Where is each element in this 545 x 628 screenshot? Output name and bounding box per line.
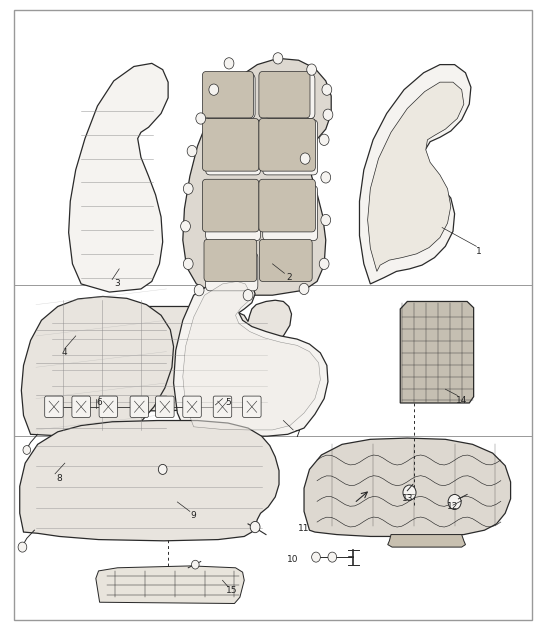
FancyBboxPatch shape [202, 179, 259, 232]
Polygon shape [173, 276, 328, 436]
Circle shape [319, 134, 329, 146]
Text: 13: 13 [402, 494, 413, 504]
Text: 12: 12 [447, 502, 459, 511]
FancyBboxPatch shape [205, 252, 258, 291]
Circle shape [209, 84, 219, 95]
Polygon shape [360, 65, 471, 284]
FancyBboxPatch shape [205, 185, 261, 241]
Circle shape [323, 109, 333, 121]
Circle shape [23, 446, 31, 455]
FancyBboxPatch shape [204, 239, 257, 281]
Circle shape [448, 494, 461, 509]
FancyBboxPatch shape [259, 179, 316, 232]
FancyBboxPatch shape [72, 396, 90, 418]
Polygon shape [368, 82, 464, 271]
Circle shape [403, 485, 416, 500]
Circle shape [321, 172, 331, 183]
FancyBboxPatch shape [263, 120, 318, 175]
Circle shape [299, 283, 309, 295]
Polygon shape [21, 296, 173, 437]
Circle shape [187, 146, 197, 157]
Text: 9: 9 [191, 511, 197, 520]
Polygon shape [304, 438, 511, 536]
FancyBboxPatch shape [243, 396, 261, 418]
Polygon shape [96, 566, 244, 604]
FancyBboxPatch shape [202, 72, 253, 118]
Text: 3: 3 [114, 279, 120, 288]
FancyBboxPatch shape [265, 74, 315, 119]
FancyBboxPatch shape [259, 119, 316, 171]
FancyBboxPatch shape [205, 74, 255, 119]
FancyBboxPatch shape [213, 396, 232, 418]
Polygon shape [400, 301, 474, 403]
Text: 1: 1 [476, 247, 482, 256]
Polygon shape [32, 300, 292, 411]
Polygon shape [69, 63, 168, 292]
FancyBboxPatch shape [202, 119, 259, 171]
Circle shape [196, 113, 205, 124]
Circle shape [250, 521, 260, 533]
Polygon shape [183, 58, 331, 295]
Text: 8: 8 [57, 474, 62, 483]
Text: 6: 6 [97, 399, 102, 408]
Circle shape [312, 552, 320, 562]
Circle shape [273, 53, 283, 64]
FancyBboxPatch shape [45, 396, 63, 418]
Circle shape [321, 214, 331, 225]
Text: 10: 10 [287, 555, 299, 564]
Circle shape [159, 464, 167, 474]
Circle shape [322, 84, 332, 95]
Circle shape [191, 560, 199, 569]
Circle shape [180, 220, 190, 232]
Circle shape [243, 290, 253, 301]
Text: 2: 2 [286, 273, 292, 282]
Text: 4: 4 [62, 349, 68, 357]
Text: 11: 11 [298, 524, 310, 533]
FancyBboxPatch shape [99, 396, 118, 418]
Circle shape [307, 64, 317, 75]
Circle shape [183, 258, 193, 269]
Text: 15: 15 [226, 587, 238, 595]
FancyBboxPatch shape [205, 120, 261, 175]
Circle shape [194, 284, 204, 296]
FancyBboxPatch shape [263, 185, 318, 241]
Polygon shape [387, 534, 465, 547]
Circle shape [328, 552, 337, 562]
Text: 5: 5 [225, 399, 231, 408]
Circle shape [319, 258, 329, 269]
Polygon shape [20, 421, 279, 541]
Text: 14: 14 [456, 396, 468, 405]
Polygon shape [183, 281, 320, 430]
Circle shape [224, 58, 234, 69]
Circle shape [183, 183, 193, 194]
FancyBboxPatch shape [183, 396, 201, 418]
FancyBboxPatch shape [259, 239, 312, 281]
FancyBboxPatch shape [130, 396, 149, 418]
Circle shape [300, 153, 310, 165]
Circle shape [18, 542, 27, 552]
FancyBboxPatch shape [156, 396, 174, 418]
FancyBboxPatch shape [259, 72, 310, 118]
Text: 7: 7 [294, 430, 300, 439]
